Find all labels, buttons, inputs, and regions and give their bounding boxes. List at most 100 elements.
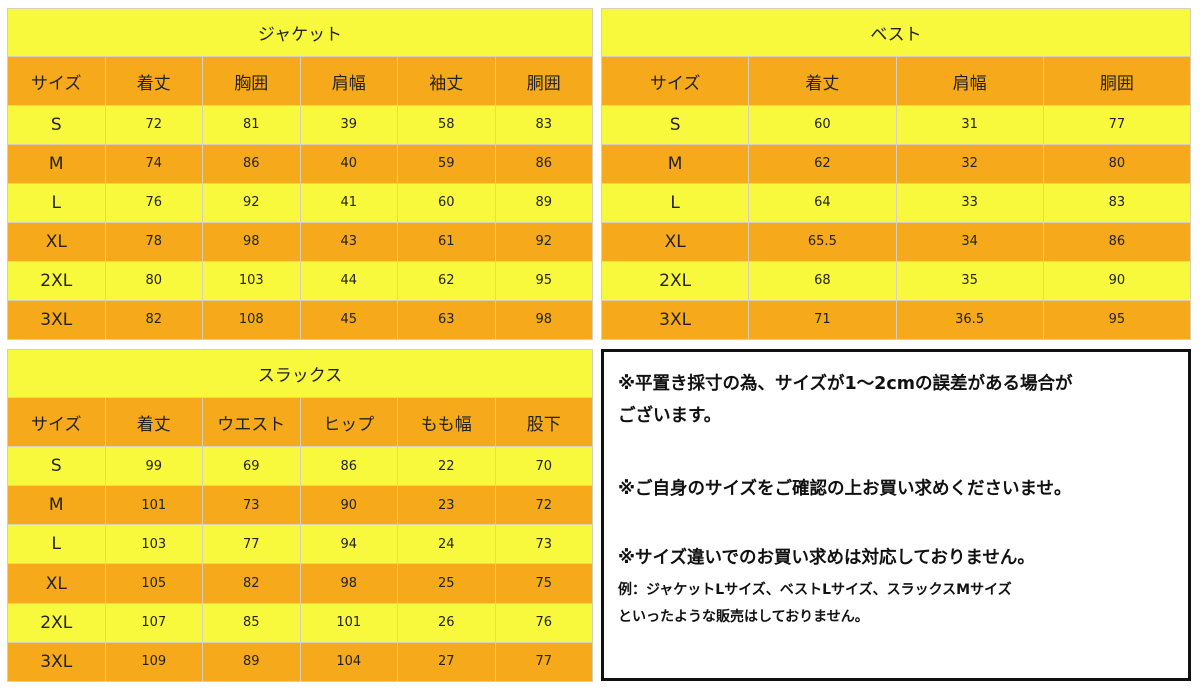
measurement-cell: 103 xyxy=(202,260,301,301)
note-example-line1: 例：ジャケットLサイズ、ベストLサイズ、スラックスMサイズ xyxy=(618,582,1012,598)
size-label-cell: XL xyxy=(600,221,750,262)
measurement-cell: 43 xyxy=(299,221,398,262)
column-header: 袖丈 xyxy=(397,56,496,106)
measurement-cell: 27 xyxy=(397,641,496,683)
measurement-cell: 109 xyxy=(104,641,203,683)
measurement-cell: 36.5 xyxy=(895,299,1044,341)
measurement-cell: 24 xyxy=(397,524,496,565)
size-label-cell: 3XL xyxy=(7,299,106,341)
column-header: 肩幅 xyxy=(895,56,1044,106)
size-label-cell: M xyxy=(7,485,106,526)
measurement-cell: 69 xyxy=(202,445,301,487)
measurement-cell: 26 xyxy=(397,602,496,643)
measurement-cell: 89 xyxy=(202,641,301,683)
table-row: L 64 33 83 xyxy=(600,182,1192,223)
measurement-cell: 82 xyxy=(202,563,301,604)
column-header: サイズ xyxy=(7,56,106,106)
table-row: S 60 31 77 xyxy=(600,104,1192,145)
measurement-cell: 86 xyxy=(1042,221,1192,262)
column-header: サイズ xyxy=(600,56,750,106)
size-label-cell: L xyxy=(600,182,750,223)
measurement-cell: 98 xyxy=(494,299,593,341)
table-row: M 62 32 80 xyxy=(600,143,1192,184)
slacks-table-title: スラックス xyxy=(7,348,593,399)
measurement-cell: 23 xyxy=(397,485,496,526)
measurement-cell: 62 xyxy=(748,143,897,184)
vest-table-title: ベスト xyxy=(601,7,1191,58)
measurement-cell: 89 xyxy=(494,182,593,223)
measurement-cell: 73 xyxy=(202,485,301,526)
measurement-cell: 63 xyxy=(397,299,496,341)
size-label-cell: M xyxy=(600,143,750,184)
column-header: 肩幅 xyxy=(299,56,398,106)
table-row: S 99 69 86 22 70 xyxy=(7,445,593,487)
table-row: M 74 86 40 59 86 xyxy=(7,143,593,184)
measurement-cell: 108 xyxy=(202,299,301,341)
measurement-cell: 101 xyxy=(104,485,203,526)
measurement-cell: 107 xyxy=(104,602,203,643)
measurement-cell: 77 xyxy=(202,524,301,565)
measurement-cell: 81 xyxy=(202,104,301,145)
measurement-cell: 86 xyxy=(202,143,301,184)
size-label-cell: 3XL xyxy=(600,299,750,341)
measurement-cell: 90 xyxy=(1042,260,1192,301)
measurement-cell: 70 xyxy=(494,445,593,487)
measurement-cell: 41 xyxy=(299,182,398,223)
measurement-cell: 39 xyxy=(299,104,398,145)
measurement-cell: 95 xyxy=(1042,299,1192,341)
table-row: M 101 73 90 23 72 xyxy=(7,485,593,526)
column-header: もも幅 xyxy=(397,397,496,447)
measurement-cell: 72 xyxy=(494,485,593,526)
slacks-size-table: スラックス サイズ 着丈 ウエスト ヒップ もも幅 股下 S 99 69 86 22 70 M 101 73… xyxy=(7,348,593,683)
measurement-cell: 71 xyxy=(748,299,897,341)
measurement-cell: 73 xyxy=(494,524,593,565)
size-label-cell: L xyxy=(7,524,106,565)
measurement-cell: 40 xyxy=(299,143,398,184)
column-header: 胴囲 xyxy=(1042,56,1192,106)
measurement-cell: 105 xyxy=(104,563,203,604)
table-row: 2XL 80 103 44 62 95 xyxy=(7,260,593,301)
table-row: XL 65.5 34 86 xyxy=(600,221,1192,262)
table-row: L 76 92 41 60 89 xyxy=(7,182,593,223)
measurement-cell: 85 xyxy=(202,602,301,643)
measurement-cell: 72 xyxy=(104,104,203,145)
table-row: 3XL 71 36.5 95 xyxy=(600,299,1192,341)
measurement-cell: 90 xyxy=(299,485,398,526)
size-label-cell: S xyxy=(600,104,750,145)
measurement-cell: 77 xyxy=(1042,104,1192,145)
measurement-cell: 78 xyxy=(104,221,203,262)
size-label-cell: S xyxy=(7,445,106,487)
table-row: 2XL 107 85 101 26 76 xyxy=(7,602,593,643)
vest-header-row: サイズ 着丈 肩幅 胴囲 xyxy=(600,56,1192,106)
measurement-cell: 104 xyxy=(299,641,398,683)
column-header: 着丈 xyxy=(748,56,897,106)
measurement-cell: 62 xyxy=(397,260,496,301)
measurement-cell: 86 xyxy=(299,445,398,487)
measurement-cell: 76 xyxy=(494,602,593,643)
note-measurement-line2: ございます。 xyxy=(618,406,722,426)
size-label-cell: XL xyxy=(7,563,106,604)
table-row: 2XL 68 35 90 xyxy=(600,260,1192,301)
measurement-cell: 74 xyxy=(104,143,203,184)
measurement-cell: 60 xyxy=(748,104,897,145)
table-row: 3XL 109 89 104 27 77 xyxy=(7,641,593,683)
measurement-cell: 76 xyxy=(104,182,203,223)
jacket-table-title: ジャケット xyxy=(7,7,593,58)
measurement-cell: 101 xyxy=(299,602,398,643)
measurement-cell: 83 xyxy=(494,104,593,145)
measurement-cell: 92 xyxy=(494,221,593,262)
measurement-cell: 95 xyxy=(494,260,593,301)
measurement-cell: 75 xyxy=(494,563,593,604)
measurement-cell: 61 xyxy=(397,221,496,262)
column-header: ヒップ xyxy=(299,397,398,447)
size-label-cell: 2XL xyxy=(7,602,106,643)
measurement-cell: 80 xyxy=(1042,143,1192,184)
measurement-cell: 60 xyxy=(397,182,496,223)
column-header: ウエスト xyxy=(202,397,301,447)
measurement-cell: 98 xyxy=(202,221,301,262)
column-header: 胸囲 xyxy=(202,56,301,106)
table-row: XL 78 98 43 61 92 xyxy=(7,221,593,262)
table-row: L 103 77 94 24 73 xyxy=(7,524,593,565)
table-row: XL 105 82 98 25 75 xyxy=(7,563,593,604)
table-row: S 72 81 39 58 83 xyxy=(7,104,593,145)
